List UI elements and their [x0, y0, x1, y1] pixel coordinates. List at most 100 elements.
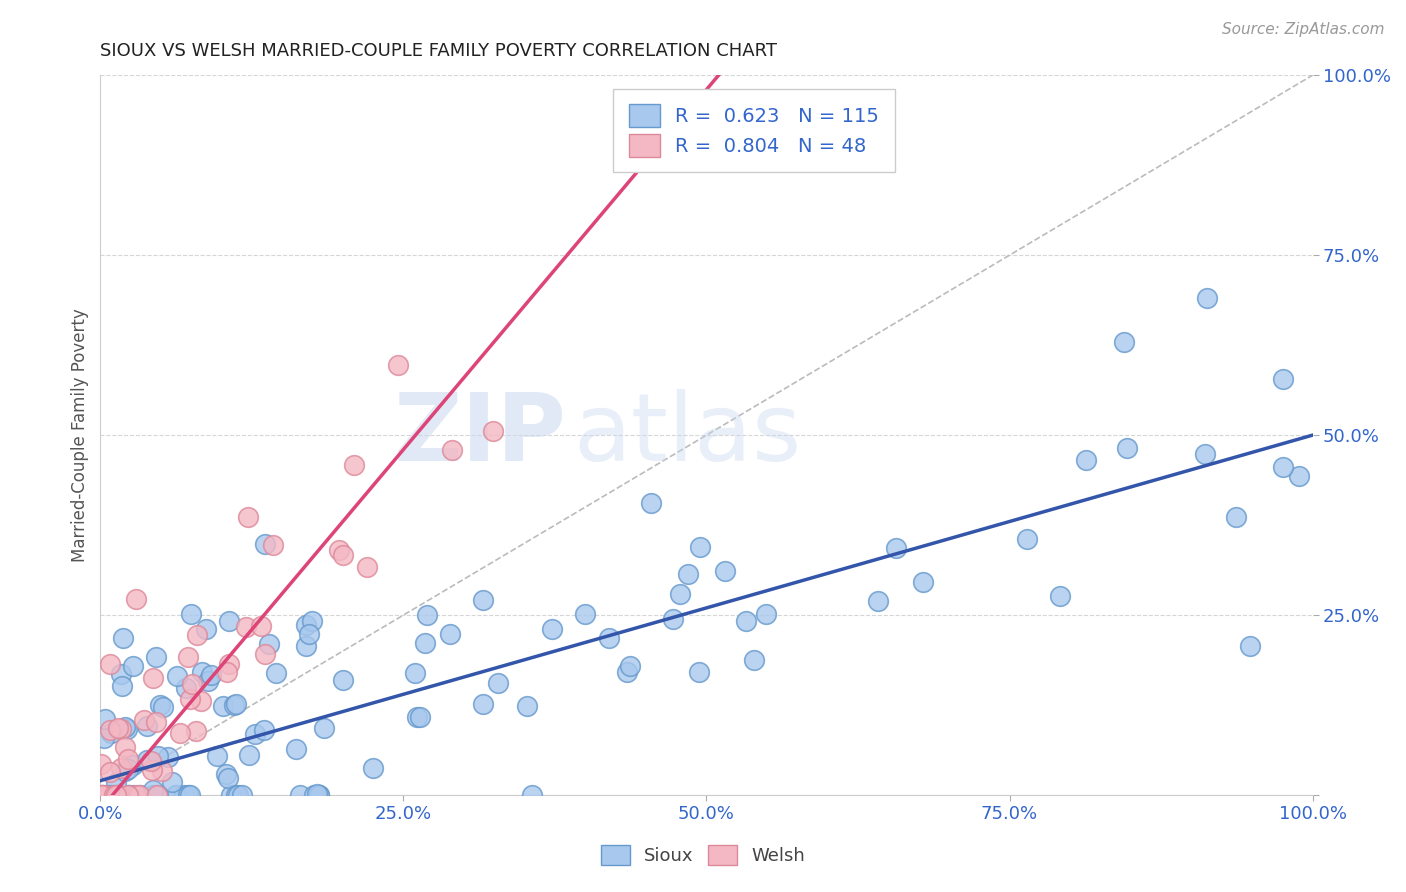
Point [295, 618, 318, 632]
Point [111, 631, 134, 645]
Point [195, 622, 218, 636]
Point [136, 719, 159, 733]
Point [254, 647, 277, 661]
Point [117, 788, 139, 802]
Point [308, 788, 330, 802]
Point [662, 612, 685, 626]
Point [114, 720, 136, 734]
Point [125, 788, 148, 802]
Point [332, 549, 354, 563]
Point [1225, 509, 1247, 524]
Point [301, 614, 323, 628]
Point [141, 754, 163, 768]
Point [342, 458, 364, 473]
Point [173, 788, 195, 802]
Point [1115, 441, 1137, 455]
Point [114, 764, 136, 779]
Point [305, 787, 328, 801]
Point [734, 614, 756, 628]
Point [1271, 460, 1294, 475]
Point [118, 788, 141, 802]
Point [235, 620, 257, 634]
Point [122, 659, 145, 673]
Point [404, 666, 426, 681]
Point [110, 722, 132, 736]
Y-axis label: Married-Couple Family Poverty: Married-Couple Family Poverty [72, 309, 89, 562]
Point [409, 710, 432, 724]
Point [93, 712, 115, 726]
Point [117, 752, 139, 766]
Legend: Sioux, Welsh: Sioux, Welsh [592, 836, 814, 874]
Point [145, 649, 167, 664]
Point [90, 757, 112, 772]
Point [598, 632, 620, 646]
Point [472, 697, 495, 711]
Point [114, 740, 136, 755]
Point [104, 788, 127, 802]
Point [176, 649, 198, 664]
Point [439, 626, 461, 640]
Point [179, 788, 201, 802]
Point [516, 699, 538, 714]
Point [298, 627, 321, 641]
Point [361, 761, 384, 775]
Point [205, 749, 228, 764]
Point [93, 731, 115, 746]
Point [912, 574, 935, 589]
Text: Source: ZipAtlas.com: Source: ZipAtlas.com [1222, 22, 1385, 37]
Point [91, 788, 114, 802]
Point [132, 713, 155, 727]
Point [96, 788, 118, 802]
Point [236, 509, 259, 524]
Point [217, 665, 239, 680]
Point [688, 665, 710, 679]
Point [356, 560, 378, 574]
Point [117, 762, 139, 776]
Point [332, 673, 354, 688]
Point [219, 788, 242, 802]
Legend: R =  0.623   N = 115, R =  0.804   N = 48: R = 0.623 N = 115, R = 0.804 N = 48 [613, 88, 894, 172]
Point [180, 607, 202, 621]
Text: ZIP: ZIP [394, 389, 567, 481]
Point [122, 788, 145, 802]
Point [142, 671, 165, 685]
Point [218, 615, 240, 629]
Point [148, 788, 170, 802]
Point [165, 788, 187, 802]
Point [253, 537, 276, 551]
Point [98, 765, 121, 780]
Point [245, 726, 267, 740]
Point [486, 675, 509, 690]
Point [98, 723, 121, 737]
Point [224, 698, 246, 713]
Point [93, 788, 115, 802]
Point [1017, 532, 1039, 546]
Point [257, 637, 280, 651]
Point [541, 622, 564, 636]
Point [228, 788, 250, 802]
Point [215, 767, 238, 781]
Point [146, 749, 169, 764]
Point [619, 658, 641, 673]
Point [1288, 468, 1310, 483]
Point [98, 788, 121, 802]
Point [160, 775, 183, 789]
Point [302, 788, 325, 802]
Point [218, 657, 240, 672]
Point [145, 715, 167, 730]
Point [416, 608, 439, 623]
Point [1049, 589, 1071, 603]
Point [1112, 335, 1135, 350]
Point [103, 788, 125, 802]
Point [91, 788, 114, 802]
Point [107, 721, 129, 735]
Point [1195, 291, 1218, 305]
Point [157, 750, 180, 764]
Point [285, 742, 308, 756]
Point [471, 593, 494, 607]
Point [689, 540, 711, 554]
Point [640, 496, 662, 510]
Point [262, 538, 284, 552]
Point [166, 669, 188, 683]
Point [129, 788, 152, 802]
